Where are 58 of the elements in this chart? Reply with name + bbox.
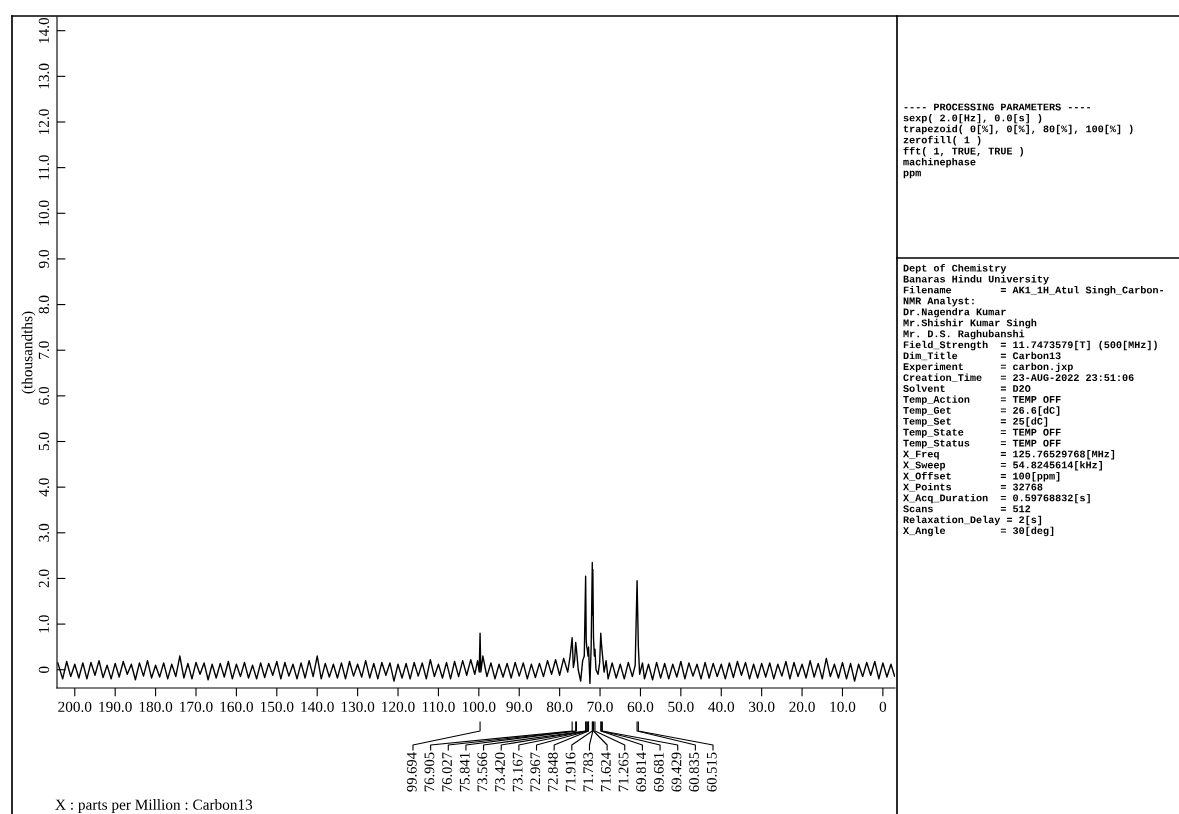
y-tick-label: 9.0 <box>38 249 50 268</box>
y-tick-label: 4.0 <box>38 478 50 497</box>
text: X : parts per Million : Carbon13 <box>55 799 253 813</box>
x-tick-label: 160.0 <box>220 701 253 713</box>
annotation: 69.681 <box>653 752 664 792</box>
y-tick-label: 2.0 <box>38 569 50 588</box>
annotation: 71.783 <box>583 752 594 792</box>
annotation: 72.967 <box>530 752 541 792</box>
annotation: 60.515 <box>706 752 717 792</box>
x-tick-label: 190.0 <box>99 701 132 713</box>
y-tick-label: 8.0 <box>38 295 50 314</box>
x-tick-label: 150.0 <box>260 701 294 713</box>
y-tick-label: 12.0 <box>38 109 50 135</box>
x-tick-label: 50.0 <box>668 701 694 713</box>
y-axis-title: (thousandths) <box>21 311 36 394</box>
x-tick-label: 70.0 <box>587 701 613 713</box>
annotation: 99.694 <box>406 752 417 792</box>
y-tick-label: 10.0 <box>38 200 50 226</box>
text: Dept of Chemistry Banaras Hindu University Filename = AK1_1H_Atul Singh_Carbon- NMR Analyst: Dr.Nagendra Kumar Mr.Shishir Kumar Singh Mr. D.S. Raghubanshi Field_Strength = 11.7473579[T] (500[MHz]) Dim_Title = Carbon13 Experiment = carbon.jxp Creation_Time = 23-AUG-2022 23:51:06 Solvent = D2O Temp_Action = TEMP OFF Temp_Get = 26.6[dC] Temp_Set = 25[dC] Temp_State = TEMP OFF Temp_Status = TEMP OFF X_Freq = 125.76529768[MHz] X_Sweep = 54.8245614[kHz] X_Offset = 100[ppm] X_Points = 32768 X_Acq_Duration = 0.59768832[s] Scans = 512 Relaxation_Delay = 2[s] X_Angle = 30[deg] <box>903 264 1164 537</box>
annotation: 71.624 <box>600 752 611 792</box>
y-tick-label: 5.0 <box>38 432 50 451</box>
y-tick-label: 14.0 <box>38 17 50 43</box>
x-tick-label: 130.0 <box>341 701 375 713</box>
annotation: 73.420 <box>495 752 505 792</box>
y-tick-label: 13.0 <box>38 63 50 89</box>
annotation: 60.835 <box>689 752 700 792</box>
x-tick-label: 90.0 <box>506 701 533 713</box>
x-tick-label: 170.0 <box>180 701 213 713</box>
x-tick-label: 10.0 <box>830 701 856 713</box>
annotation: 73.167 <box>512 752 523 792</box>
annotation: 69.429 <box>671 752 682 792</box>
x-tick-label: 180.0 <box>139 701 173 713</box>
x-tick-label: 120.0 <box>382 701 415 713</box>
y-tick-label: 1.0 <box>38 615 50 633</box>
y-tick-label: 0 <box>38 666 50 673</box>
annotation: 71.916 <box>565 752 576 792</box>
x-tick-label: 140.0 <box>301 701 334 713</box>
text: ---- PROCESSING PARAMETERS ---- sexp( 2.0[Hz], 0.0[s] ) trapezoid( 0[%], 0[%], 80[%], 100[%] ) zerofill( 1 ) fft( 1, TRUE, TRUE ) machinephase ppm <box>903 103 1133 179</box>
annotation: 69.814 <box>636 752 647 792</box>
x-tick-label: 200.0 <box>58 701 92 713</box>
x-tick-label: 80.0 <box>546 701 573 713</box>
y-tick-label: 7.0 <box>38 341 50 359</box>
annotation: 72.848 <box>547 752 558 792</box>
annotation: 71.265 <box>618 752 629 792</box>
annotation: 76.905 <box>424 752 435 792</box>
y-tick-label: 11.0 <box>38 155 50 180</box>
x-tick-label: 0 <box>879 701 887 712</box>
x-tick-label: 20.0 <box>789 701 815 713</box>
x-tick-label: 60.0 <box>627 701 654 713</box>
y-tick-label: 3.0 <box>38 523 50 542</box>
annotation: 75.841 <box>459 752 470 792</box>
annotation: 73.566 <box>477 752 488 792</box>
x-tick-label: 30.0 <box>749 701 775 713</box>
y-tick-label: 6.0 <box>38 386 50 405</box>
annotation: 76.027 <box>442 752 453 792</box>
x-tick-label: 40.0 <box>708 701 735 713</box>
x-tick-label: 110.0 <box>422 701 455 713</box>
x-tick-label: 100.0 <box>462 701 496 713</box>
